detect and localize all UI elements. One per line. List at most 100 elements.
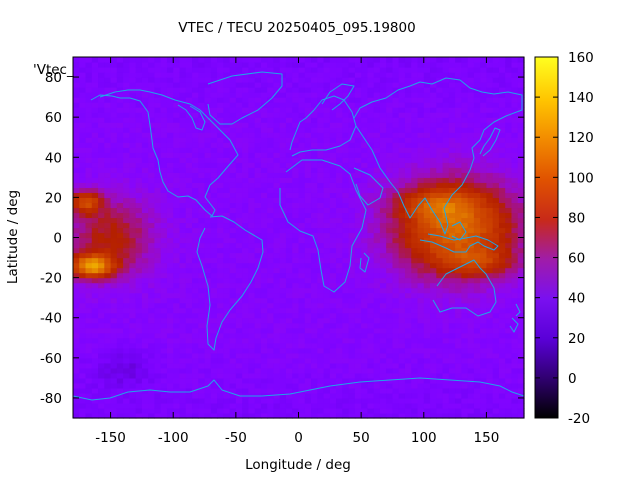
heatmap-cell xyxy=(361,222,368,229)
heatmap-cell xyxy=(91,227,99,234)
heatmap-cell xyxy=(229,392,237,399)
heatmap-cell xyxy=(392,112,400,118)
heatmap-cell xyxy=(279,122,287,128)
heatmap-cell xyxy=(210,237,218,244)
heatmap-cell xyxy=(323,77,331,83)
heatmap-cell xyxy=(461,372,469,379)
heatmap-cell xyxy=(260,242,268,249)
heatmap-cell xyxy=(179,202,187,209)
heatmap-cell xyxy=(98,132,105,138)
heatmap-cell xyxy=(260,157,268,163)
heatmap-cell xyxy=(148,157,156,163)
heatmap-cell xyxy=(242,82,249,88)
heatmap-cell xyxy=(411,392,419,399)
heatmap-cell xyxy=(317,282,325,289)
heatmap-cell xyxy=(373,352,381,359)
heatmap-cell xyxy=(98,117,105,123)
heatmap-cell xyxy=(141,167,149,173)
heatmap-cell xyxy=(342,337,350,344)
heatmap-cell xyxy=(223,77,231,83)
heatmap-cell xyxy=(116,217,124,224)
heatmap-cell xyxy=(398,182,406,188)
heatmap-cell xyxy=(386,107,394,113)
heatmap-cell xyxy=(248,377,256,384)
heatmap-cell xyxy=(192,107,199,113)
heatmap-cell xyxy=(342,187,350,193)
heatmap-cell xyxy=(367,357,375,364)
heatmap-cell xyxy=(85,117,93,123)
heatmap-cell xyxy=(104,127,112,133)
heatmap-cell xyxy=(98,267,105,274)
heatmap-cell xyxy=(129,327,137,334)
heatmap-cell xyxy=(498,187,506,193)
heatmap-cell xyxy=(304,282,312,289)
heatmap-cell xyxy=(329,407,337,414)
heatmap-cell xyxy=(166,212,174,219)
heatmap-cell xyxy=(229,127,237,133)
heatmap-cell xyxy=(248,342,256,349)
heatmap-cell xyxy=(373,202,381,209)
heatmap-cell xyxy=(116,122,124,128)
heatmap-cell xyxy=(110,67,118,73)
heatmap-cell xyxy=(473,57,481,63)
heatmap-cell xyxy=(373,297,381,304)
heatmap-cell xyxy=(292,82,300,88)
heatmap-cell xyxy=(285,332,293,339)
heatmap-cell xyxy=(73,122,80,128)
heatmap-cell xyxy=(267,192,275,198)
heatmap-cell xyxy=(398,137,406,143)
heatmap-cell xyxy=(91,162,99,168)
heatmap-cell xyxy=(116,247,124,254)
heatmap-cell xyxy=(329,72,337,78)
heatmap-cell xyxy=(85,102,93,108)
heatmap-cell xyxy=(279,117,287,123)
heatmap-cell xyxy=(317,322,325,329)
heatmap-cell xyxy=(492,272,500,279)
heatmap-cell xyxy=(392,217,400,224)
heatmap-cell xyxy=(198,397,206,404)
heatmap-cell xyxy=(329,157,337,163)
heatmap-cell xyxy=(386,132,394,138)
heatmap-cell xyxy=(135,227,143,234)
heatmap-cell xyxy=(473,202,481,209)
heatmap-cell xyxy=(311,347,318,354)
heatmap-cell xyxy=(311,117,318,123)
heatmap-cell xyxy=(486,317,494,324)
heatmap-cell xyxy=(185,117,193,123)
heatmap-cell xyxy=(248,247,256,254)
heatmap-cell xyxy=(285,132,293,138)
heatmap-cell xyxy=(329,377,337,384)
heatmap-cell xyxy=(279,317,287,324)
heatmap-cell xyxy=(129,357,137,364)
heatmap-cell xyxy=(217,282,224,289)
heatmap-cell xyxy=(198,307,206,314)
heatmap-cell xyxy=(317,137,325,143)
heatmap-cell xyxy=(229,92,237,98)
heatmap-cell xyxy=(242,77,249,83)
heatmap-cell xyxy=(198,362,206,369)
heatmap-cell xyxy=(223,157,231,163)
heatmap-cell xyxy=(423,157,431,163)
heatmap-cell xyxy=(273,372,281,379)
heatmap-cell xyxy=(79,97,87,103)
heatmap-cell xyxy=(217,232,224,239)
heatmap-cell xyxy=(336,307,343,314)
heatmap-cell xyxy=(85,382,93,389)
heatmap-cell xyxy=(129,72,137,78)
heatmap-cell xyxy=(166,292,174,299)
heatmap-cell xyxy=(248,157,256,163)
heatmap-cell xyxy=(104,192,112,198)
heatmap-cell xyxy=(467,127,475,133)
heatmap-cell xyxy=(116,252,124,259)
heatmap-cell xyxy=(85,77,93,83)
heatmap-cell xyxy=(417,107,425,113)
heatmap-cell xyxy=(373,167,381,173)
heatmap-cell xyxy=(423,202,431,209)
heatmap-cell xyxy=(285,377,293,384)
heatmap-cell xyxy=(135,252,143,259)
heatmap-cell xyxy=(354,142,362,148)
heatmap-cell xyxy=(123,282,130,289)
heatmap-cell xyxy=(298,62,306,68)
heatmap-cell xyxy=(336,362,343,369)
heatmap-cell xyxy=(285,147,293,153)
